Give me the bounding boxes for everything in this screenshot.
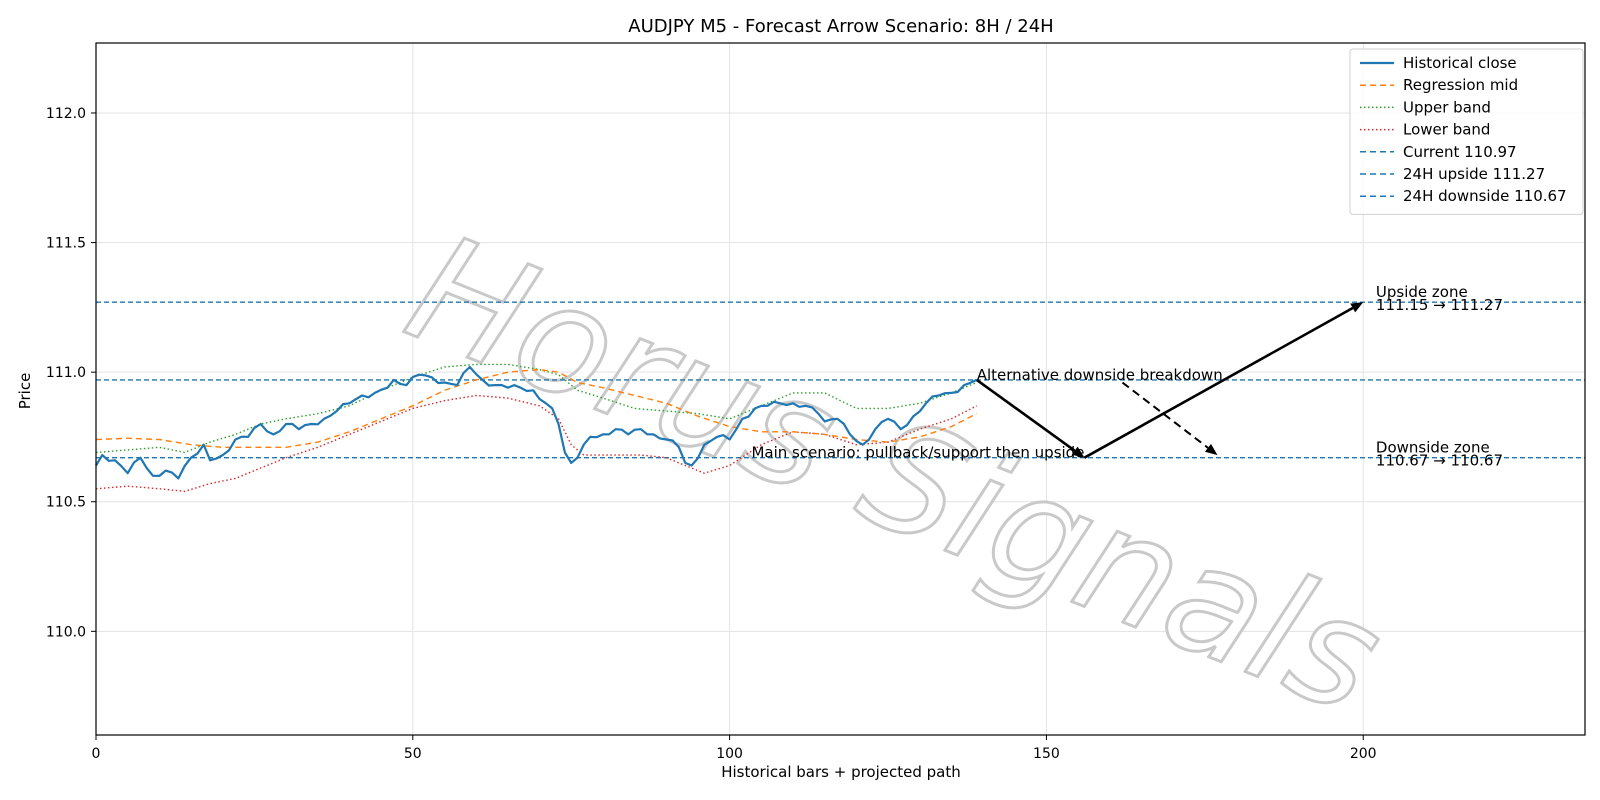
legend-label: Upper band: [1403, 98, 1491, 116]
y-tick-label: 110.0: [46, 624, 86, 640]
arrow-shaft: [1121, 381, 1209, 449]
horizontal-reference-lines: [96, 301, 1585, 459]
annotation-text: Main scenario: pullback/support then ups…: [751, 444, 1084, 462]
legend-label: Historical close: [1403, 54, 1517, 72]
x-tick-label: 50: [404, 746, 422, 762]
x-axis-label: Historical bars + projected path: [721, 763, 961, 781]
y-axis-label: Price: [16, 373, 34, 410]
arrow-head: [1071, 446, 1085, 458]
x-tick-label: 0: [92, 746, 101, 762]
legend: Historical close Regression mid Upper band…: [1349, 48, 1584, 215]
legend-label: 24H upside 111.27: [1403, 165, 1545, 183]
series-lines: [95, 363, 978, 493]
y-tick-label: 111.0: [46, 365, 86, 381]
annotations: Main scenario: pullback/support then ups…: [751, 283, 1503, 469]
legend-label: Lower band: [1403, 121, 1490, 139]
arrow-shaft: [975, 378, 1076, 452]
annotation-text: Upside zone: [1376, 283, 1468, 301]
arrow-head: [1350, 302, 1364, 313]
arrow-head: [1204, 443, 1218, 456]
x-axis-ticks: 0 50 100 150 200: [92, 735, 1377, 762]
annotation-text: 111.15 → 111.27: [1376, 296, 1503, 314]
annotation-text: 110.67 → 110.67: [1376, 451, 1503, 469]
y-axis-ticks: 110.0 110.5 111.0 111.5 112.0: [46, 106, 96, 640]
chart-title: AUDJPY M5 - Forecast Arrow Scenario: 8H …: [628, 16, 1053, 37]
series-line: [95, 365, 978, 480]
grid-lines: [95, 43, 1585, 735]
legend-label: 24H downside 110.67: [1403, 187, 1567, 205]
plot-frame: [95, 42, 1586, 736]
legend-label: Regression mid: [1403, 76, 1518, 94]
annotation-text: Alternative downside breakdown: [977, 366, 1223, 384]
series-line: [95, 363, 977, 454]
x-tick-label: 200: [1350, 746, 1377, 762]
x-tick-label: 100: [716, 746, 743, 762]
legend-box: [1349, 48, 1584, 215]
y-tick-label: 112.0: [46, 106, 86, 122]
y-tick-label: 110.5: [46, 495, 86, 511]
x-tick-label: 150: [1033, 746, 1060, 762]
arrow-shaft: [1083, 306, 1354, 459]
forecast-arrows: [975, 302, 1364, 459]
series-line: [95, 368, 978, 448]
legend-label: Current 110.97: [1403, 143, 1517, 161]
series-line: [95, 394, 978, 493]
annotation-text: Downside zone: [1376, 438, 1490, 456]
y-tick-label: 111.5: [46, 236, 86, 252]
